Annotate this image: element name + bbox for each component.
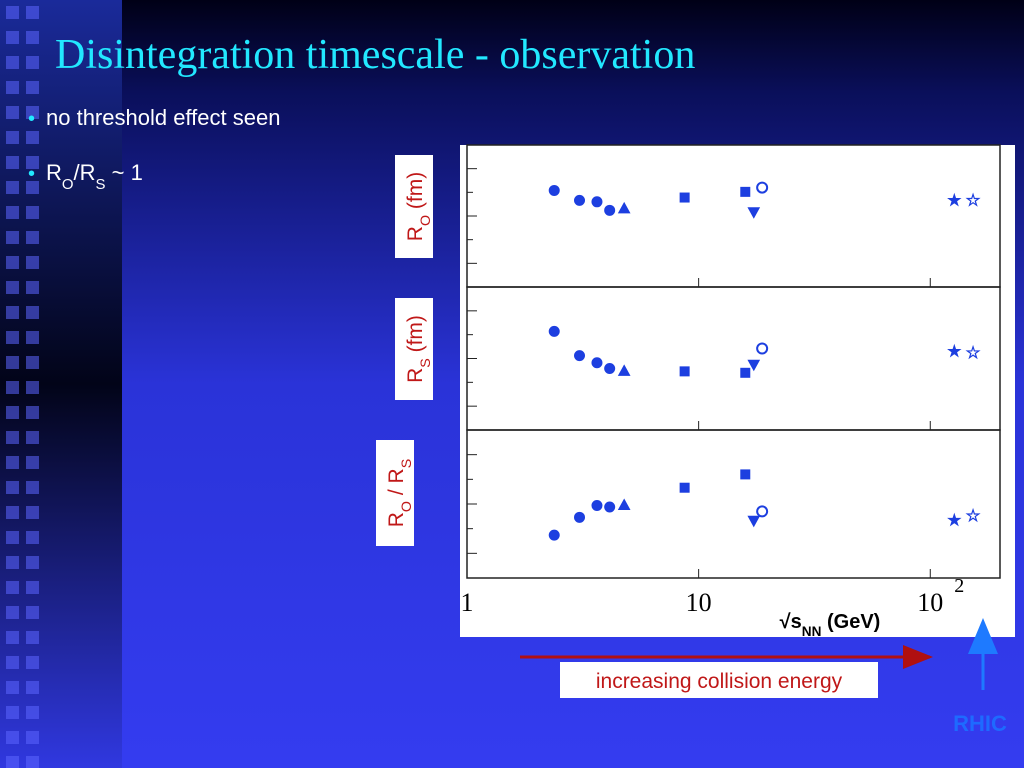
text-part: / R — [385, 468, 408, 501]
point — [740, 367, 751, 378]
point — [947, 192, 962, 207]
point — [965, 344, 981, 360]
x-tick-sup: 2 — [954, 575, 964, 597]
point — [548, 184, 560, 196]
ylabel-box — [395, 155, 433, 258]
text-part: R — [404, 226, 427, 241]
point — [747, 207, 761, 219]
point — [574, 511, 586, 523]
x-tick-label: 1 — [461, 588, 474, 617]
subscript: O — [62, 176, 74, 193]
point — [947, 343, 962, 358]
bullet-text: RO/RS ~ 1 — [46, 160, 143, 193]
point — [747, 515, 761, 528]
text-part: (GeV) — [821, 611, 880, 633]
subscript: O — [418, 215, 434, 226]
point — [617, 201, 631, 214]
text-part: R — [46, 160, 62, 185]
plot: RO (fm)RS (fm)RO / RS1 10 102√sNN (GeV) — [376, 144, 1001, 639]
point — [604, 501, 616, 513]
annotation: increasing collision energy — [596, 670, 843, 693]
point — [617, 364, 631, 376]
point — [740, 469, 751, 480]
text-part: /R — [74, 160, 96, 185]
point — [679, 366, 690, 377]
text-part: √s — [780, 611, 802, 633]
y-axis-label: RO (fm) — [404, 172, 434, 241]
ylabel-box — [376, 440, 414, 546]
x-tick-label: 10 — [686, 588, 712, 617]
x-axis-label: √sNN (GeV) — [780, 611, 881, 639]
point — [574, 194, 586, 206]
point — [947, 512, 962, 527]
point — [591, 196, 603, 208]
point — [604, 363, 616, 375]
slide-title: Disintegration timescale - observation — [55, 32, 695, 78]
rhic-label: RHIC — [953, 711, 1007, 736]
point — [965, 192, 981, 207]
subscript: S — [96, 176, 106, 193]
point — [679, 192, 690, 203]
point — [604, 204, 616, 216]
subscript: S — [399, 459, 415, 469]
point — [548, 529, 560, 541]
point — [548, 325, 560, 337]
point — [747, 359, 761, 372]
y-axis-label: RO / RS — [385, 459, 415, 527]
bullet-dot: • — [28, 163, 35, 185]
point — [574, 350, 586, 362]
text-part: (fm) — [404, 172, 427, 215]
point — [617, 498, 631, 510]
bullet-text: no threshold effect seen — [46, 105, 280, 130]
annotation-box — [560, 662, 878, 698]
point — [679, 482, 690, 493]
plot-background — [460, 145, 1015, 637]
point — [591, 357, 603, 369]
text-part: no threshold effect seen — [46, 105, 280, 130]
bullet-dot: • — [28, 108, 35, 130]
y-axis-label: RS (fm) — [404, 315, 434, 383]
text-part: R — [404, 368, 427, 383]
subscript: S — [418, 358, 434, 368]
text-part: ~ 1 — [106, 160, 143, 185]
point — [740, 186, 751, 197]
point — [591, 499, 603, 511]
side-pattern — [0, 0, 40, 768]
point — [965, 507, 981, 523]
subscript: NN — [802, 624, 822, 639]
text-part: (fm) — [404, 315, 427, 358]
ylabel-box — [395, 298, 433, 400]
text-part: R — [385, 512, 408, 527]
bullets: • no threshold effect seen • RO/RS ~ 1 — [28, 105, 280, 193]
x-tick-label: 10 — [917, 588, 943, 617]
point — [756, 505, 769, 518]
point — [756, 181, 769, 194]
subscript: O — [399, 501, 415, 512]
point — [756, 342, 769, 355]
